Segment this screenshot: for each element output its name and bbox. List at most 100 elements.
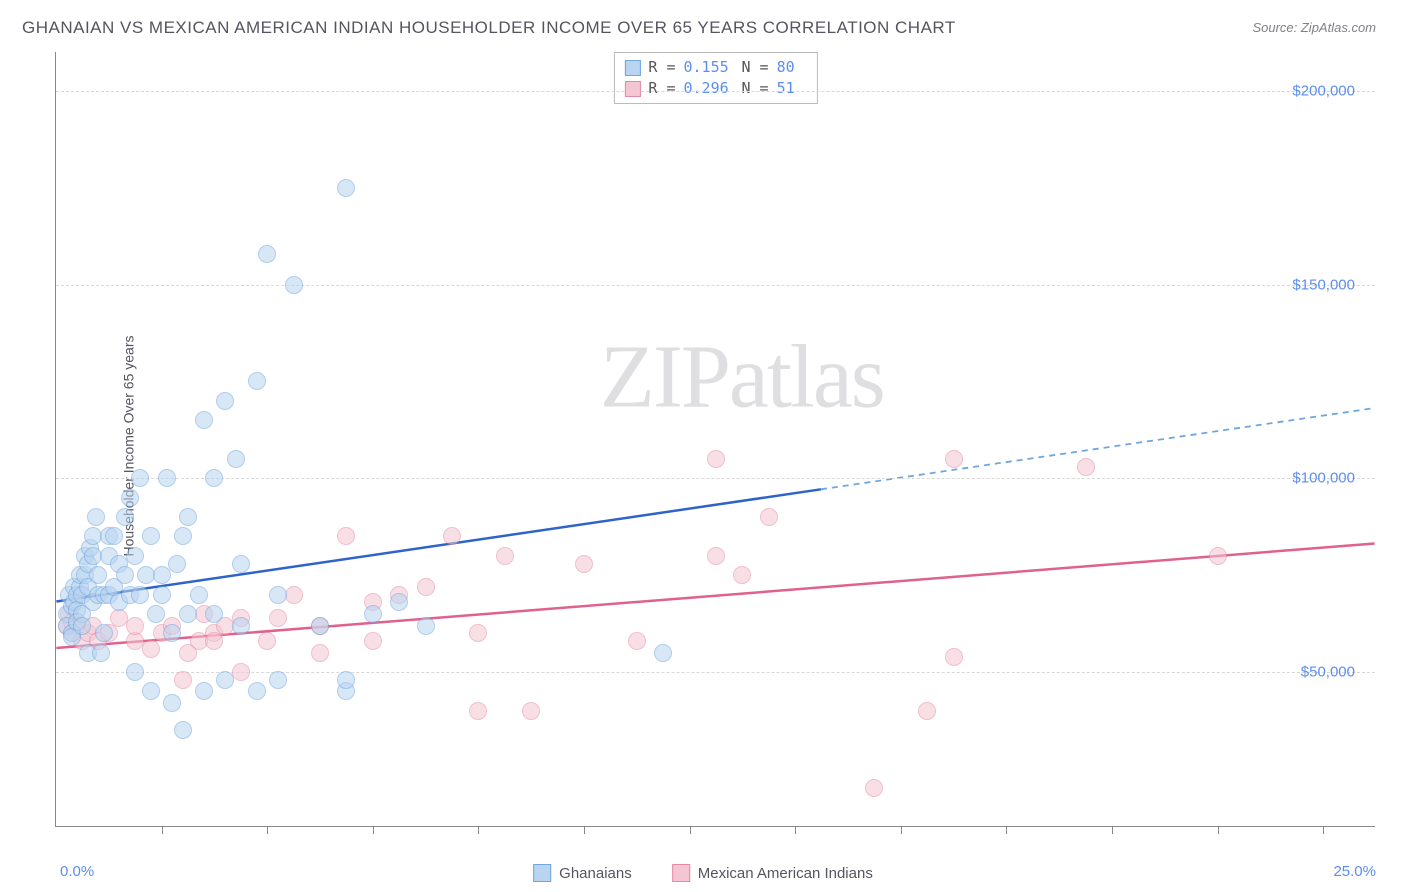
scatter-point: [216, 392, 234, 410]
x-axis-max-label: 25.0%: [1333, 863, 1376, 880]
legend-label: Ghanaians: [559, 865, 632, 882]
scatter-point: [269, 586, 287, 604]
n-label: N =: [742, 57, 769, 78]
scatter-point: [337, 527, 355, 545]
gridline: [56, 285, 1375, 286]
x-tick: [1112, 826, 1113, 834]
stats-legend-box: R =0.155N =80R =0.296N =51: [613, 52, 817, 104]
n-label: N =: [742, 78, 769, 99]
scatter-point: [126, 663, 144, 681]
x-tick: [1006, 826, 1007, 834]
x-tick: [584, 826, 585, 834]
r-label: R =: [648, 57, 675, 78]
y-tick-label: $150,000: [1292, 276, 1355, 293]
scatter-point: [195, 411, 213, 429]
scatter-point: [179, 508, 197, 526]
scatter-point: [707, 450, 725, 468]
scatter-point: [116, 508, 134, 526]
scatter-point: [131, 586, 149, 604]
scatter-point: [628, 632, 646, 650]
scatter-point: [216, 671, 234, 689]
y-tick-label: $200,000: [1292, 82, 1355, 99]
legend-item: Mexican American Indians: [672, 864, 873, 882]
scatter-point: [126, 617, 144, 635]
scatter-point: [174, 527, 192, 545]
stats-swatch: [624, 60, 640, 76]
x-tick: [795, 826, 796, 834]
scatter-point: [116, 566, 134, 584]
scatter-point: [190, 586, 208, 604]
scatter-point: [89, 566, 107, 584]
scatter-point: [285, 586, 303, 604]
scatter-point: [707, 547, 725, 565]
scatter-point: [179, 605, 197, 623]
scatter-point: [311, 644, 329, 662]
scatter-point: [285, 276, 303, 294]
scatter-point: [390, 593, 408, 611]
scatter-point: [269, 609, 287, 627]
stats-row: R = 0.155 N = 80: [624, 57, 806, 78]
scatter-point: [443, 527, 461, 545]
scatter-point: [337, 671, 355, 689]
x-tick: [373, 826, 374, 834]
scatter-point: [417, 578, 435, 596]
r-label: R =: [648, 78, 675, 99]
scatter-point: [1209, 547, 1227, 565]
x-tick: [162, 826, 163, 834]
scatter-point: [654, 644, 672, 662]
scatter-point: [95, 624, 113, 642]
scatter-point: [205, 605, 223, 623]
scatter-point: [865, 779, 883, 797]
r-value: 0.155: [684, 57, 734, 78]
legend-label: Mexican American Indians: [698, 865, 873, 882]
trend-lines: [56, 52, 1375, 826]
scatter-point: [469, 702, 487, 720]
scatter-point: [258, 632, 276, 650]
scatter-point: [153, 586, 171, 604]
scatter-point: [121, 489, 139, 507]
scatter-point: [269, 671, 287, 689]
scatter-point: [232, 617, 250, 635]
legend-item: Ghanaians: [533, 864, 632, 882]
y-tick-label: $50,000: [1301, 664, 1355, 681]
scatter-point: [918, 702, 936, 720]
scatter-point: [174, 721, 192, 739]
scatter-point: [945, 450, 963, 468]
plot-area: ZIPatlas R =0.155N =80R =0.296N =51 $50,…: [55, 52, 1375, 827]
chart-title: GHANAIAN VS MEXICAN AMERICAN INDIAN HOUS…: [22, 18, 956, 38]
legend-swatch: [533, 864, 551, 882]
scatter-point: [258, 245, 276, 263]
x-tick: [1323, 826, 1324, 834]
scatter-point: [227, 450, 245, 468]
stats-swatch: [624, 81, 640, 97]
scatter-point: [575, 555, 593, 573]
scatter-point: [105, 527, 123, 545]
legend-swatch: [672, 864, 690, 882]
scatter-point: [142, 682, 160, 700]
n-value: 80: [777, 57, 807, 78]
scatter-point: [147, 605, 165, 623]
gridline: [56, 91, 1375, 92]
scatter-point: [131, 469, 149, 487]
x-tick: [690, 826, 691, 834]
scatter-point: [92, 644, 110, 662]
scatter-point: [337, 179, 355, 197]
x-tick: [267, 826, 268, 834]
scatter-point: [469, 624, 487, 642]
scatter-point: [205, 632, 223, 650]
scatter-point: [945, 648, 963, 666]
scatter-point: [126, 547, 144, 565]
stats-row: R =0.296N =51: [624, 78, 806, 99]
scatter-point: [364, 605, 382, 623]
x-tick: [901, 826, 902, 834]
scatter-point: [168, 555, 186, 573]
scatter-point: [232, 663, 250, 681]
scatter-point: [760, 508, 778, 526]
scatter-point: [163, 624, 181, 642]
x-tick: [478, 826, 479, 834]
n-value: 51: [777, 78, 807, 99]
scatter-point: [158, 469, 176, 487]
scatter-point: [205, 469, 223, 487]
scatter-point: [733, 566, 751, 584]
scatter-point: [87, 508, 105, 526]
